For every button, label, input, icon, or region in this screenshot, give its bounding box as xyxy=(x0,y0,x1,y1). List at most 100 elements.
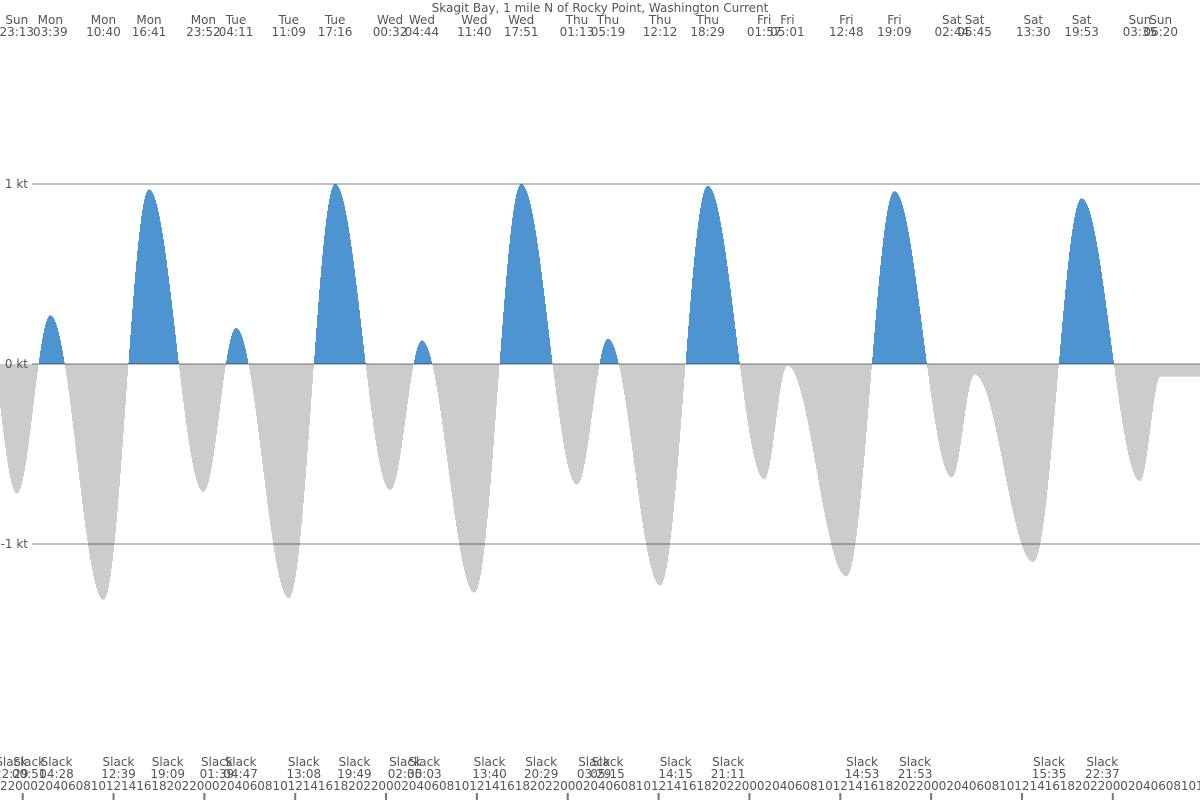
hour-label: 06 xyxy=(1151,779,1166,793)
hour-label: 04 xyxy=(772,779,787,793)
extremum-time-label: 03:35 xyxy=(1123,25,1158,39)
extremum-day-label: Mon xyxy=(191,13,216,27)
hour-label: 06 xyxy=(242,779,257,793)
extremum-day-label: Thu xyxy=(596,13,620,27)
slack-time-label: 21:11 xyxy=(711,767,746,781)
extremum-day-label: Mon xyxy=(136,13,161,27)
extremum-day-label: Sun xyxy=(5,13,28,27)
hour-label: 22 xyxy=(1090,779,1105,793)
slack-time-label: 13:08 xyxy=(287,767,322,781)
extremum-day-label: Fri xyxy=(887,13,901,27)
hour-label: 00 xyxy=(923,779,938,793)
hour-label: 00 xyxy=(15,779,30,793)
midnight-tick xyxy=(566,793,569,800)
extremum-time-label: 16:41 xyxy=(132,25,167,39)
extremum-day-label: Mon xyxy=(38,13,63,27)
hour-label: 02 xyxy=(757,779,772,793)
hour-label: 06 xyxy=(424,779,439,793)
hour-label: 16 xyxy=(318,779,333,793)
extremum-day-label: Sun xyxy=(1129,13,1152,27)
noon-tick xyxy=(112,793,115,800)
hour-label: 18 xyxy=(878,779,893,793)
slack-label: Slack xyxy=(408,755,440,769)
extremum-day-label: Sun xyxy=(1149,13,1172,27)
hour-label: 08 xyxy=(802,779,817,793)
extremum-time-label: 02:44 xyxy=(935,25,970,39)
extremum-time-label: 17:51 xyxy=(504,25,539,39)
hour-tick-labels: 22 00 02 04 06 08 10 12 14 16 18 20 22 00 02 04 06 08 10 12… xyxy=(0,779,1200,793)
extremum-time-label: 18:29 xyxy=(690,25,725,39)
hour-label: 10 xyxy=(272,779,287,793)
hour-label: 14 xyxy=(1029,779,1044,793)
extremum-time-label: 10:40 xyxy=(86,25,121,39)
slack-label: Slack xyxy=(846,755,878,769)
hour-label: 04 xyxy=(1135,779,1150,793)
hour-label: 14 xyxy=(848,779,863,793)
hour-label: 22 xyxy=(363,779,378,793)
extremum-time-label: 01:57 xyxy=(747,25,782,39)
hour-label: 10 xyxy=(636,779,651,793)
extremum-day-label: Thu xyxy=(648,13,672,27)
hour-label: 04 xyxy=(45,779,60,793)
y-tick-label: 1 kt xyxy=(5,177,28,191)
noon-tick xyxy=(294,793,297,800)
extremum-time-label: 06:20 xyxy=(1143,25,1178,39)
hour-label: 06 xyxy=(787,779,802,793)
slack-label: Slack xyxy=(338,755,370,769)
extremum-day-label: Sat xyxy=(965,13,985,27)
slack-label: Slack xyxy=(225,755,257,769)
slack-time-label: 19:49 xyxy=(337,767,372,781)
slack-time-label: 04:47 xyxy=(223,767,258,781)
extremum-day-label: Sat xyxy=(1072,13,1092,27)
slack-time-label: 14:15 xyxy=(658,767,693,781)
slack-time-label: 03:29 xyxy=(577,767,612,781)
extremum-time-label: 01:13 xyxy=(560,25,595,39)
slack-time-label: 05:15 xyxy=(590,767,625,781)
midnight-tick xyxy=(203,793,206,800)
midnight-tick xyxy=(930,793,933,800)
hour-label: 14 xyxy=(303,779,318,793)
hour-label: 02 xyxy=(575,779,590,793)
y-tick-label: -1 kt xyxy=(1,537,29,551)
hour-label: 16 xyxy=(500,779,515,793)
extremum-day-label: Wed xyxy=(461,13,487,27)
midnight-tick xyxy=(1111,793,1114,800)
hour-label: 14 xyxy=(666,779,681,793)
extremum-day-label: Sat xyxy=(942,13,962,27)
hour-label: 18 xyxy=(696,779,711,793)
hour-label: 22 xyxy=(545,779,560,793)
noon-tick xyxy=(657,793,660,800)
hour-label: 00 xyxy=(1105,779,1120,793)
slack-time-label: 19:09 xyxy=(150,767,185,781)
extremum-time-label: 11:40 xyxy=(457,25,492,39)
extremum-day-label: Tue xyxy=(324,13,346,27)
hour-label: 04 xyxy=(409,779,424,793)
slack-time-label: 01:39 xyxy=(200,767,235,781)
hour-label: 00 xyxy=(560,779,575,793)
hour-label: 12 xyxy=(651,779,666,793)
hour-label: 12 xyxy=(833,779,848,793)
grid-lines xyxy=(32,183,1200,545)
slack-labels: Slack22:29Slack00:51Slack04:28Slack12:39… xyxy=(0,755,1120,781)
hour-label: 18 xyxy=(1060,779,1075,793)
slack-label: Slack xyxy=(0,755,27,769)
slack-label: Slack xyxy=(525,755,557,769)
slack-label: Slack xyxy=(201,755,233,769)
hour-label: 00 xyxy=(378,779,393,793)
hour-label: 00 xyxy=(197,779,212,793)
slack-label: Slack xyxy=(1086,755,1118,769)
hour-label: 20 xyxy=(712,779,727,793)
hour-label: 06 xyxy=(606,779,621,793)
hour-label: 12 xyxy=(288,779,303,793)
extremum-time-label: 05:19 xyxy=(591,25,626,39)
y-tick-label: 0 kt xyxy=(5,357,28,371)
slack-time-label: 04:28 xyxy=(39,767,74,781)
hour-label: 02 xyxy=(939,779,954,793)
hour-label: 22 xyxy=(727,779,742,793)
slack-time-label: 13:40 xyxy=(472,767,507,781)
hour-label: 20 xyxy=(893,779,908,793)
flood-current-area xyxy=(39,184,1114,364)
current-area-layer xyxy=(0,184,1200,600)
extremum-time-label: 05:45 xyxy=(957,25,992,39)
